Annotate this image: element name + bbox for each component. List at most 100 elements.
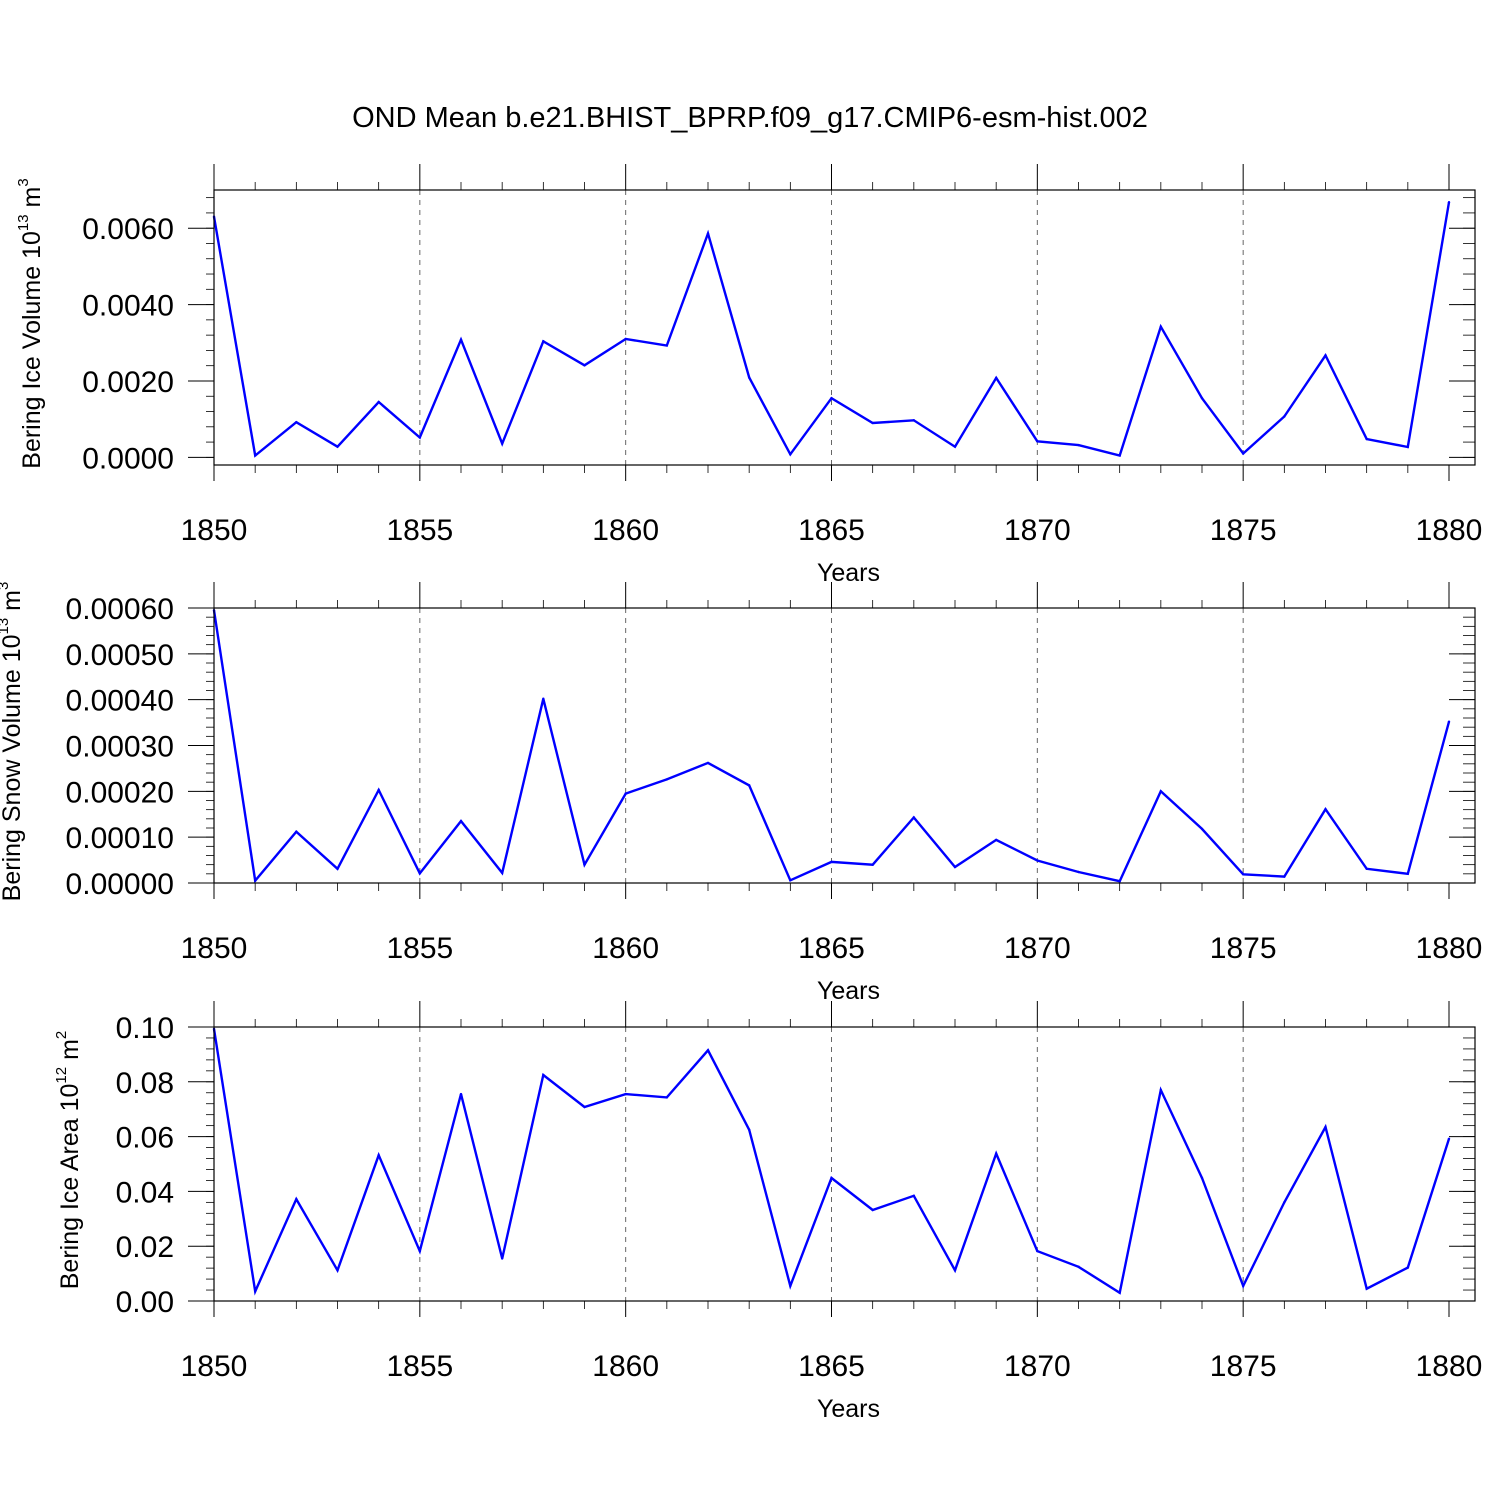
data-point (459, 819, 463, 823)
x-tick-label: 1850 (181, 932, 248, 965)
grid-layer (419, 608, 1244, 883)
data-point (295, 830, 298, 833)
y-axis-label-unit-exponent: 3 (15, 178, 32, 186)
data-point (1241, 1284, 1245, 1288)
major-ticks (188, 582, 1475, 899)
data-point (912, 1194, 916, 1197)
y-tick-labels: 0.00 0.02 0.04 0.06 0.08 0.10 (116, 1012, 174, 1319)
y-tick-labels: 0.0000 0.0020 0.0040 0.0060 (82, 213, 174, 475)
y-tick-label: 0.08 (116, 1067, 174, 1100)
y-tick-label: 0.0000 (82, 442, 174, 475)
y-axis-label-base: Bering Snow Volume 10 (0, 634, 26, 901)
y-axis-label-unit-exponent: 2 (53, 1031, 70, 1039)
x-axis-label: Years (817, 559, 880, 587)
plot-frame (213, 1026, 1476, 1302)
data-point (789, 453, 792, 456)
data-point (1447, 720, 1451, 723)
x-tick-labels: 1850 1855 1860 1865 1870 1875 1880 (181, 514, 1483, 547)
data-point (500, 1257, 504, 1260)
minor-ticks (206, 600, 1475, 891)
data-point (1077, 870, 1080, 874)
data-point (1406, 1266, 1410, 1269)
y-tick-label: 0.00060 (66, 593, 174, 626)
data-point (1241, 873, 1245, 876)
data-point (747, 376, 751, 379)
data-point (418, 436, 422, 439)
data-point (871, 421, 874, 425)
data-point (1406, 872, 1410, 876)
y-tick-label: 0.00020 (66, 776, 174, 809)
data-point (500, 442, 504, 445)
x-tick-label: 1875 (1210, 1350, 1277, 1383)
data-point (336, 867, 339, 870)
y-axis-label-base: Bering Ice Area 10 (56, 1084, 84, 1290)
data-point (1324, 354, 1327, 357)
data-point (994, 376, 998, 380)
x-tick-label: 1870 (1004, 932, 1071, 965)
data-point (706, 232, 710, 235)
data-point (1406, 445, 1410, 449)
minor-ticks (206, 1019, 1475, 1309)
y-tick-label: 0.00000 (66, 868, 174, 901)
data-point (1159, 790, 1163, 793)
y-tick-label: 0.10 (116, 1012, 174, 1045)
x-tick-label: 1860 (592, 514, 659, 547)
data-point (1365, 1287, 1368, 1290)
data-point (1118, 454, 1121, 457)
data-point (1447, 1137, 1451, 1140)
y-tick-label: 0.04 (116, 1176, 174, 1209)
x-tick-label: 1860 (592, 932, 659, 965)
x-tick-label: 1860 (592, 1350, 659, 1383)
plot-frame (213, 607, 1476, 884)
x-tick-label: 1865 (798, 932, 865, 965)
data-point (624, 792, 627, 795)
x-tick-label: 1880 (1416, 932, 1483, 965)
data-point (1118, 1291, 1121, 1294)
y-tick-label: 0.0040 (82, 290, 174, 323)
chart-title: OND Mean b.e21.BHIST_BPRP.f09_g17.CMIP6-… (352, 102, 1148, 134)
x-tick-label: 1865 (798, 514, 865, 547)
panel-ice-volume: 0.0000 0.0020 0.0040 0.0060 1850 1855 1860 186… (15, 164, 1482, 587)
plot-frame (213, 189, 1476, 466)
grid-layer (419, 190, 1244, 465)
data-point (912, 816, 916, 819)
data-points (212, 201, 1451, 457)
y-axis-label-base: Bering Ice Volume 10 (18, 231, 46, 469)
x-tick-label: 1855 (386, 514, 453, 547)
data-point (542, 697, 545, 700)
data-point (336, 1269, 339, 1272)
y-axis-label-exponent: 12 (53, 1067, 70, 1084)
y-tick-label: 0.00030 (66, 731, 174, 764)
data-point (830, 1176, 833, 1180)
data-point (953, 865, 957, 869)
x-tick-label: 1880 (1416, 1350, 1483, 1383)
data-point (377, 788, 380, 792)
data-point (295, 421, 298, 424)
data-point (1159, 325, 1163, 328)
data-point (1447, 201, 1451, 204)
data-point (500, 871, 504, 875)
data-points (212, 609, 1451, 883)
data-point (542, 1073, 545, 1077)
data-point (1036, 859, 1039, 862)
y-axis-label-unit: m (0, 590, 26, 618)
x-tick-label: 1865 (798, 1350, 865, 1383)
data-point (1283, 875, 1286, 878)
data-point (459, 1092, 463, 1096)
data-point (1118, 879, 1121, 883)
data-point (994, 1152, 998, 1155)
data-point (994, 838, 998, 842)
x-tick-label: 1850 (181, 1350, 248, 1383)
data-point (665, 778, 669, 781)
data-point (1077, 1265, 1080, 1268)
data-point (1077, 443, 1080, 447)
data-point (665, 1096, 669, 1099)
y-axis-label: Bering Snow Volume 1013 m3 (0, 582, 26, 902)
data-point (706, 761, 710, 765)
data-point (953, 1269, 957, 1272)
data-point (665, 344, 669, 347)
data-point (789, 1284, 792, 1288)
data-point (1365, 867, 1368, 870)
data-point (418, 1249, 422, 1253)
